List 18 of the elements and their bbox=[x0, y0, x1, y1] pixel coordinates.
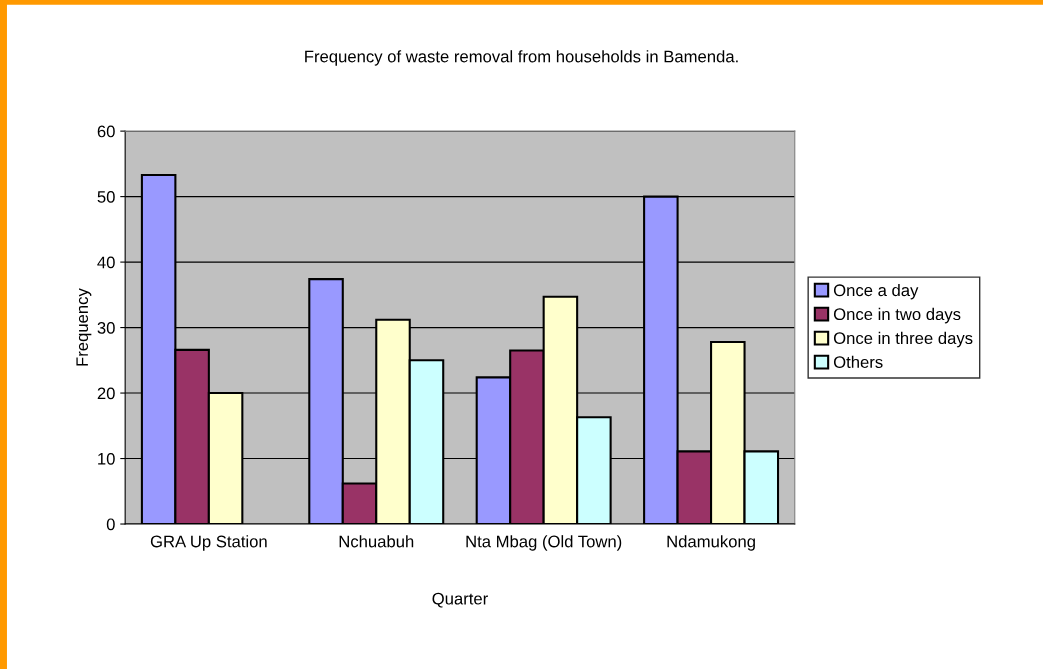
legend-label: Once in three days bbox=[833, 331, 973, 348]
y-tick-label: 0 bbox=[106, 518, 115, 531]
y-tick-label: 40 bbox=[97, 256, 115, 269]
x-tick-label: Ndamukong bbox=[667, 535, 755, 551]
y-tick-label: 20 bbox=[97, 387, 115, 400]
x-axis-title: Quarter bbox=[432, 592, 488, 608]
x-tick-label: Nta Mbag (Old Town) bbox=[466, 535, 622, 551]
y-axis-title: Frequency bbox=[76, 288, 92, 366]
x-tick-label: Nchuabuh bbox=[339, 535, 414, 548]
y-tick-label: 60 bbox=[97, 125, 115, 138]
chart-title: Frequency of waste removal from households in Bamenda. bbox=[305, 50, 738, 66]
legend-label: Once in two days bbox=[833, 307, 961, 324]
y-tick-label: 30 bbox=[97, 321, 115, 334]
legend-label: Others bbox=[833, 355, 883, 369]
legend-label: Once a day bbox=[833, 283, 919, 300]
y-tick-label: 50 bbox=[97, 191, 115, 203]
x-tick-label: GRA Up Station bbox=[150, 535, 267, 551]
y-tick-label: 10 bbox=[98, 452, 115, 465]
